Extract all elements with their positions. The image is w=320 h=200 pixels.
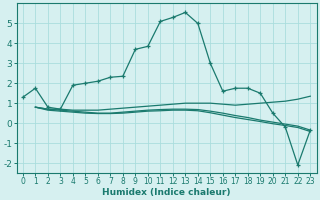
X-axis label: Humidex (Indice chaleur): Humidex (Indice chaleur) [102,188,231,197]
